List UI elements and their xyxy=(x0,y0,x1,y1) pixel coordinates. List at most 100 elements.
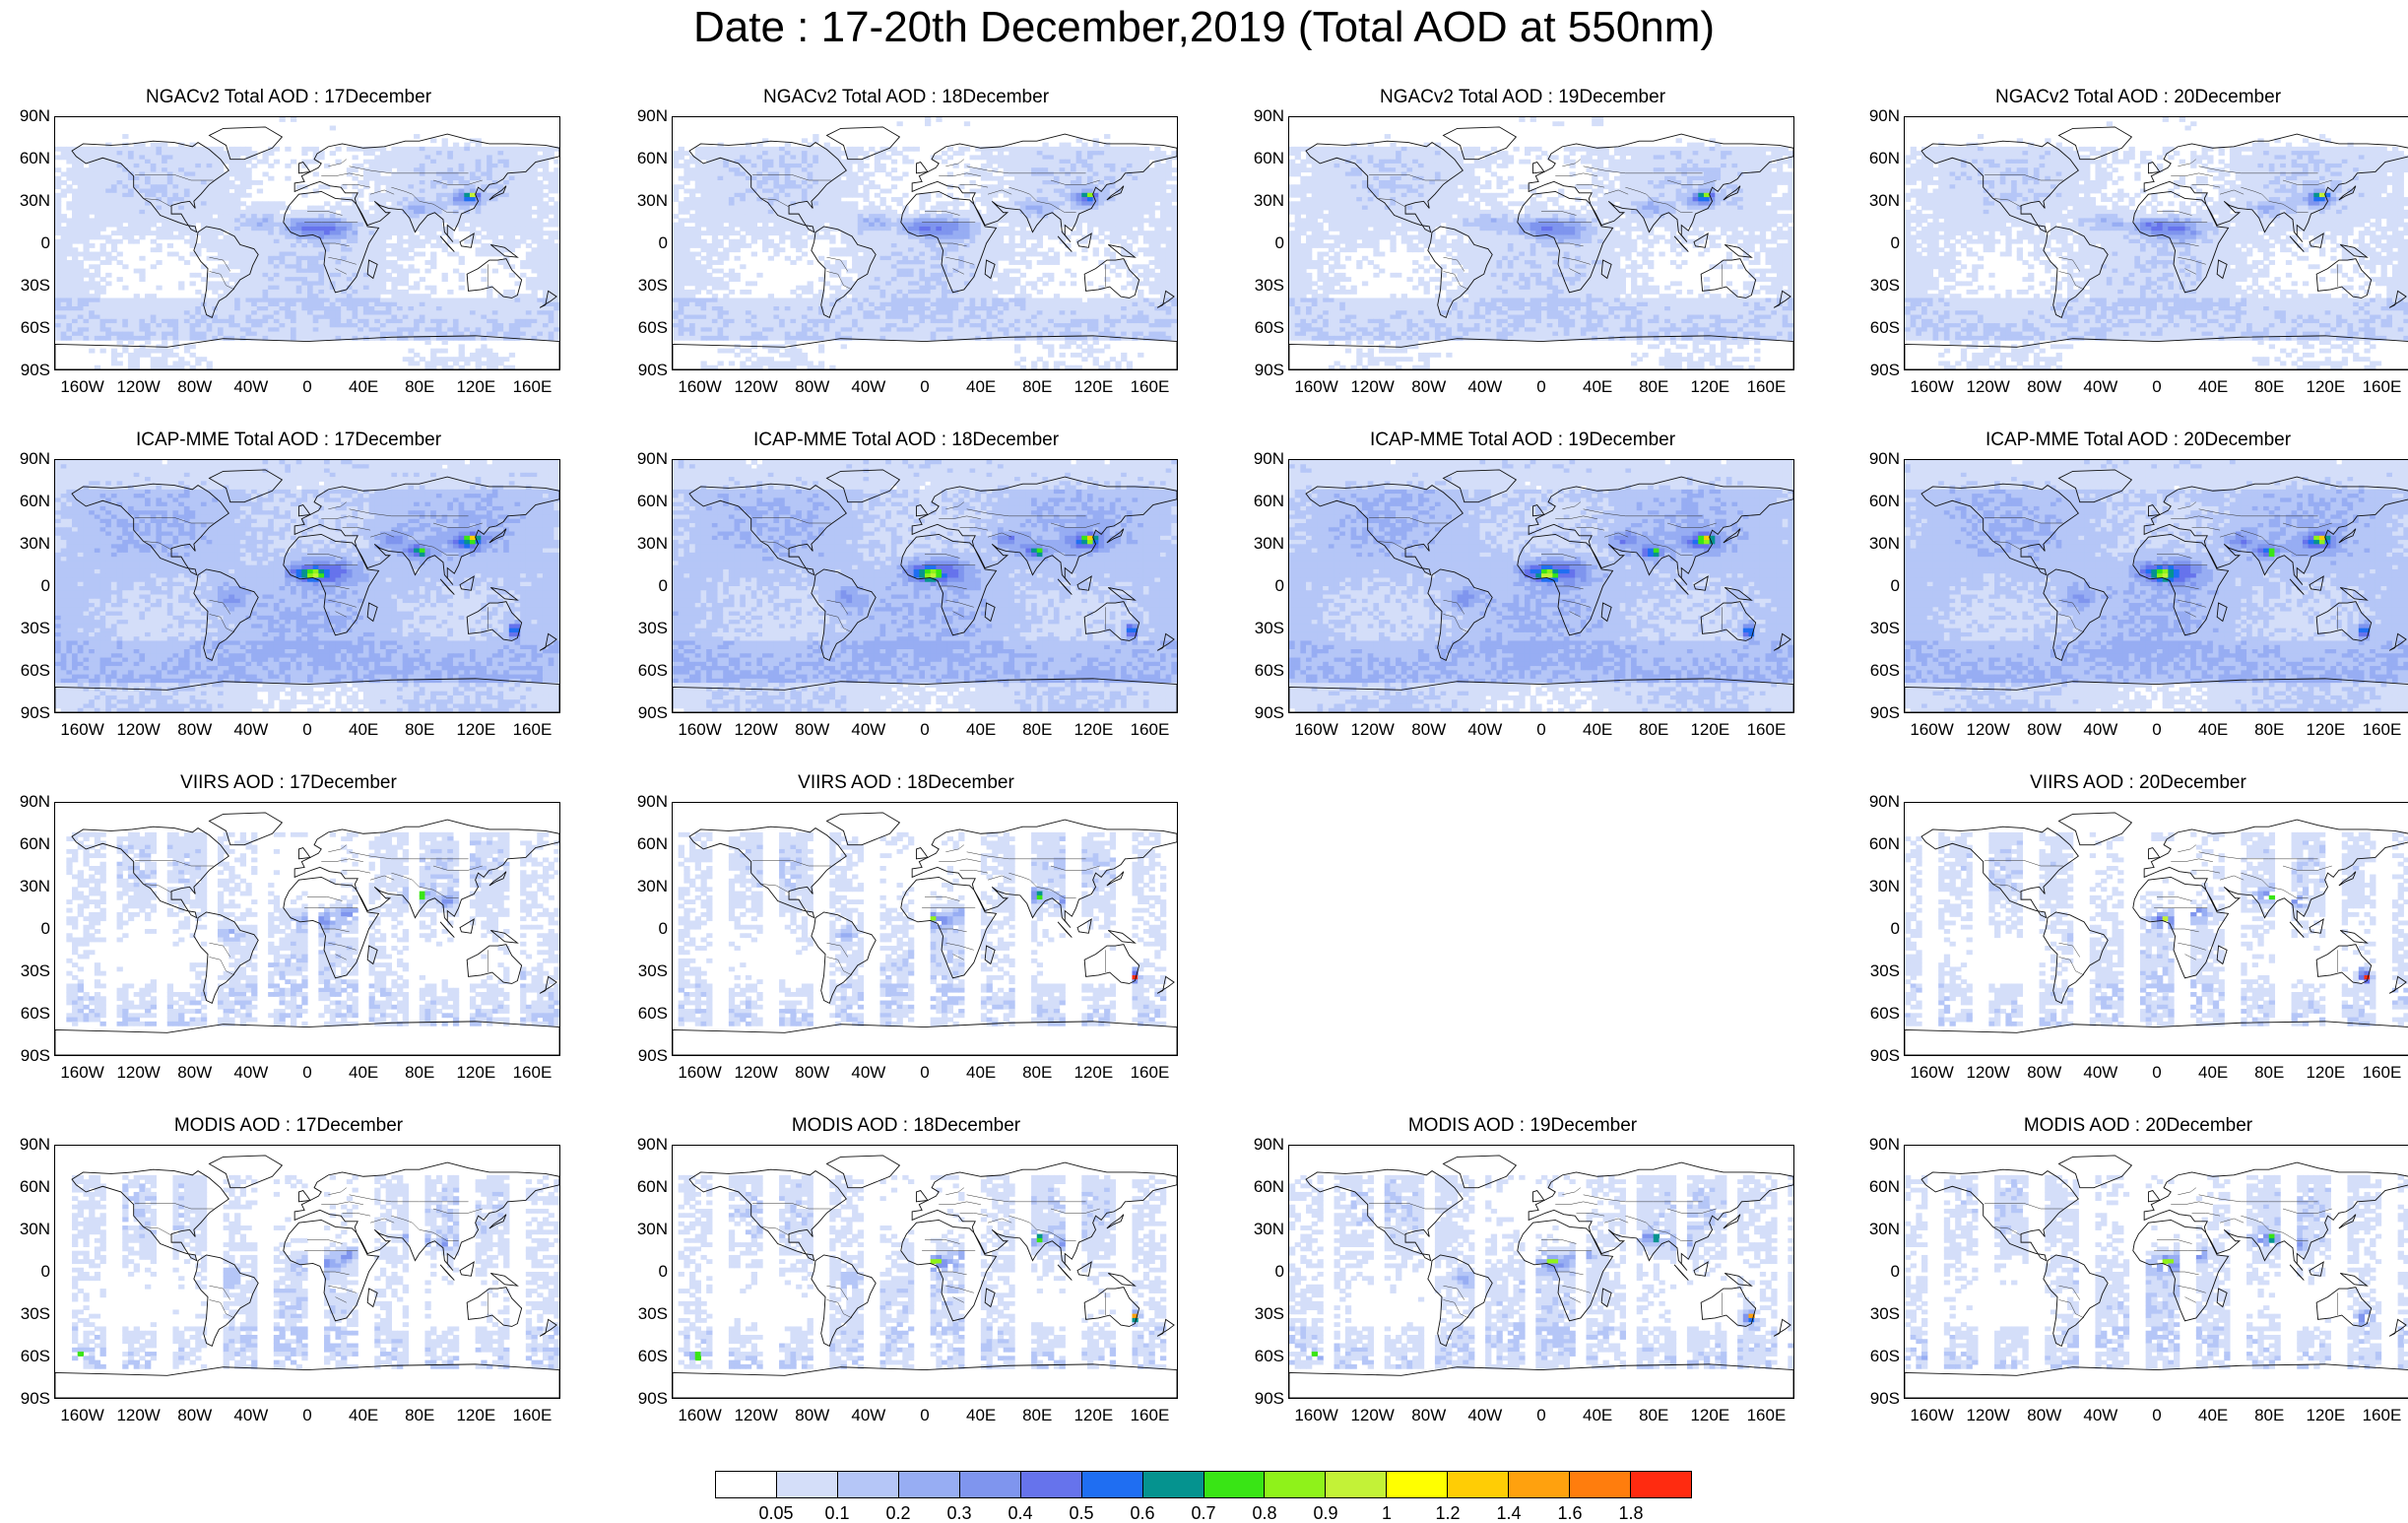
aod-cell xyxy=(295,298,302,303)
aod-cell xyxy=(212,247,219,253)
aod-cell xyxy=(262,285,269,291)
aod-cell xyxy=(1036,171,1044,177)
panel-title: NGACv2 Total AOD : 17December xyxy=(13,87,564,108)
aod-cell xyxy=(234,192,241,198)
aod-cell xyxy=(740,201,747,207)
aod-cell xyxy=(1165,184,1172,190)
aod-cell xyxy=(997,218,1005,224)
aod-cell xyxy=(1081,142,1088,148)
aod-cell xyxy=(139,146,146,152)
aod-cell xyxy=(1070,192,1077,198)
aod-cell xyxy=(150,159,158,165)
aod-cell xyxy=(285,294,292,299)
aod-cell xyxy=(273,335,281,341)
aod-cell xyxy=(475,310,482,316)
aod-cell xyxy=(110,357,118,363)
aod-cell xyxy=(452,201,460,207)
aod-cell xyxy=(1142,184,1150,190)
aod-cell xyxy=(706,184,713,190)
aod-cell xyxy=(913,218,920,224)
aod-cell xyxy=(520,163,527,168)
aod-cell xyxy=(817,222,825,228)
aod-cell xyxy=(1025,205,1032,211)
aod-cell xyxy=(1086,201,1094,207)
aod-cell xyxy=(503,155,510,161)
aod-cell xyxy=(542,175,550,181)
aod-cell xyxy=(324,298,331,303)
aod-cell xyxy=(172,188,179,194)
aod-cell xyxy=(228,151,235,156)
aod-cell xyxy=(262,201,269,207)
aod-cell xyxy=(497,243,504,248)
aod-cell xyxy=(273,247,281,253)
aod-cell xyxy=(156,327,163,333)
aod-cell xyxy=(852,171,859,177)
aod-cell xyxy=(548,301,554,307)
aod-cell xyxy=(823,155,830,161)
aod-cell xyxy=(925,121,932,127)
aod-cell xyxy=(122,201,129,207)
aod-cell xyxy=(1070,222,1077,228)
aod-cell xyxy=(290,306,297,311)
aod-cell xyxy=(145,197,152,202)
aod-cell xyxy=(60,192,67,198)
aod-cell xyxy=(89,192,96,198)
aod-cell xyxy=(273,214,281,219)
aod-cell xyxy=(531,285,538,291)
aod-cell xyxy=(189,318,196,324)
aod-cell xyxy=(397,159,404,165)
aod-cell xyxy=(925,218,932,224)
aod-cell xyxy=(228,163,235,168)
aod-cell xyxy=(72,151,79,156)
aod-cell xyxy=(397,214,404,219)
aod-cell xyxy=(525,222,533,228)
aod-cell xyxy=(127,298,135,303)
aod-cell xyxy=(150,188,158,194)
aod-cell xyxy=(200,318,208,324)
aod-cell xyxy=(678,175,684,181)
aod-cell xyxy=(408,226,415,232)
country-border xyxy=(321,242,350,247)
aod-cell xyxy=(1075,214,1082,219)
aod-cell xyxy=(1098,171,1105,177)
aod-cell xyxy=(1081,192,1088,198)
aod-cell xyxy=(379,222,387,228)
aod-cell xyxy=(341,214,348,219)
aod-cell xyxy=(217,314,225,320)
aod-cell xyxy=(514,281,521,287)
aod-cell xyxy=(352,255,358,261)
aod-cell xyxy=(975,188,982,194)
aod-cell xyxy=(975,222,982,228)
aod-cell xyxy=(256,314,264,320)
aod-cell xyxy=(391,243,398,248)
aod-cell xyxy=(537,218,544,224)
aod-cell xyxy=(801,180,809,185)
aod-cell xyxy=(514,298,521,303)
aod-cell xyxy=(189,323,196,328)
aod-cell xyxy=(508,167,516,173)
aod-cell xyxy=(402,201,410,207)
aod-cell xyxy=(441,184,448,190)
aod-cell xyxy=(1059,159,1066,165)
aod-cell xyxy=(60,238,67,244)
aod-cell xyxy=(424,260,431,265)
aod-cell xyxy=(503,294,510,299)
aod-cell xyxy=(419,251,426,257)
aod-cell xyxy=(1086,180,1094,185)
aod-cell xyxy=(89,163,96,168)
aod-cell xyxy=(178,314,185,320)
aod-cell xyxy=(385,214,392,219)
aod-cell xyxy=(813,222,819,228)
aod-cell xyxy=(352,294,358,299)
aod-cell xyxy=(166,310,174,316)
aod-cell xyxy=(256,301,264,307)
aod-cell xyxy=(66,331,73,337)
aod-cell xyxy=(145,314,152,320)
aod-cell xyxy=(1159,197,1167,202)
aod-cell xyxy=(268,146,275,152)
aod-cell xyxy=(1121,188,1128,194)
aod-cell xyxy=(346,205,354,211)
aod-cell xyxy=(508,234,516,240)
aod-cell xyxy=(694,180,701,185)
aod-cell xyxy=(531,209,538,215)
